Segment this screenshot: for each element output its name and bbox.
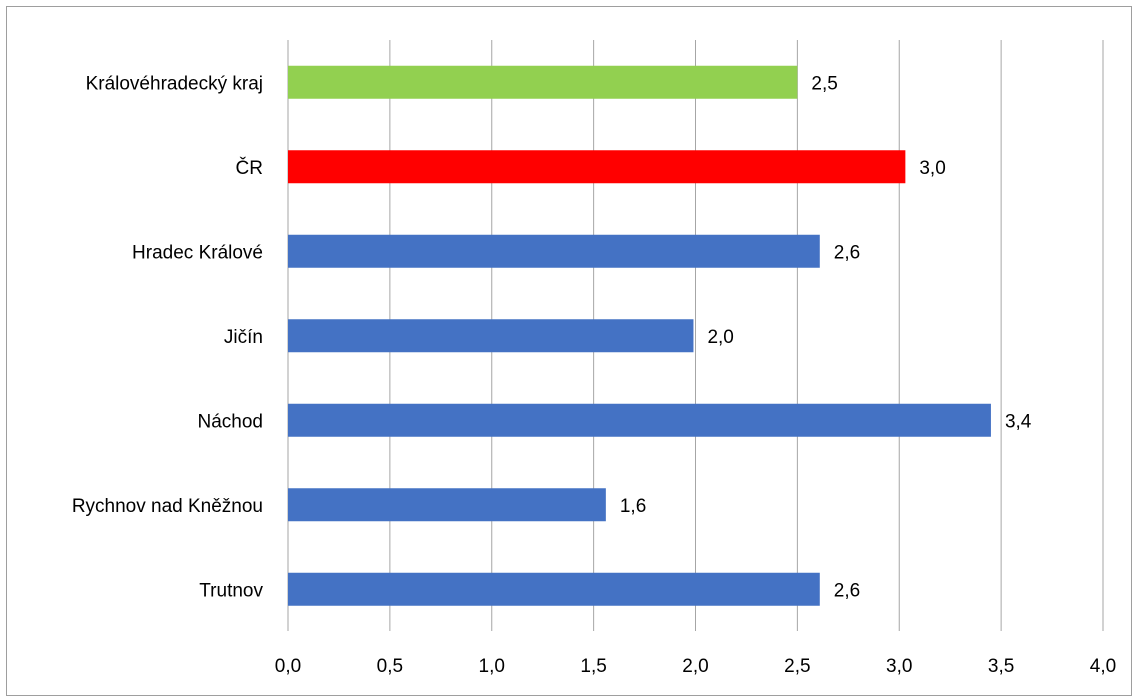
bar [288,150,906,184]
category-label: ČR [236,157,263,179]
category-label: Jičín [224,327,263,348]
value-label: 2,5 [811,73,837,94]
category-label: Hradec Králové [132,242,263,263]
x-tick-label: 2,5 [784,656,810,677]
x-tick-label: 3,5 [988,656,1014,677]
labels: 0,0 0,5 1,0 1,5 2,0 2,5 3,0 3,5 4,0 Královéhradec… [72,73,1116,677]
x-tick-label: 1,0 [479,656,505,677]
x-tick-label: 2,0 [682,656,708,677]
x-tick-label: 0,5 [377,656,403,677]
value-label: 2,0 [707,327,733,348]
value-label: 3,4 [1005,411,1032,432]
x-tick-label: 1,5 [580,656,606,677]
bar [288,319,694,353]
value-label: 2,6 [834,580,860,601]
category-label: Trutnov [199,580,263,601]
x-tick-label: 0,0 [275,656,301,677]
category-label: Náchod [198,411,264,432]
bar [288,488,606,522]
bar [288,234,820,268]
bars [288,65,991,606]
category-label: Rychnov nad Kněžnou [72,496,263,517]
value-label: 1,6 [620,496,646,517]
category-label: Královéhradecký kraj [86,73,263,94]
value-label: 2,6 [834,242,860,263]
value-label: 3,0 [919,158,945,179]
x-tick-label: 4,0 [1090,656,1116,677]
bar [288,572,820,606]
gridlines [287,40,1104,631]
bar [288,65,798,99]
x-tick-label: 3,0 [886,656,912,677]
bar [288,403,991,437]
